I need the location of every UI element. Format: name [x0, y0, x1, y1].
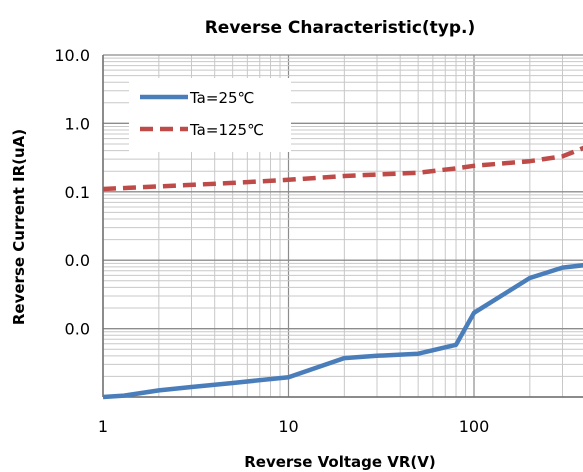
y-tick-label: 0.1 [65, 183, 90, 202]
y-tick-label: 10.0 [54, 46, 90, 65]
y-tick-label: 0.0 [65, 320, 90, 339]
series-line-2 [102, 145, 583, 192]
series-line-1 [102, 263, 583, 400]
x-tick-label: 10 [278, 417, 298, 436]
legend-box [129, 78, 291, 152]
legend: Ta=25℃ Ta=125℃ [129, 78, 291, 152]
plot-area [102, 145, 583, 400]
y-tick-label: 0.0 [65, 251, 90, 270]
x-tick-label: 100 [459, 417, 490, 436]
y-tick-label: 1.0 [65, 114, 90, 133]
tick-labels: 1 10 100 10.0 1.0 0.1 0.0 0.0 [54, 46, 489, 436]
chart-title: Reverse Characteristic(typ.) [205, 18, 476, 38]
x-axis-label: Reverse Voltage VR(V) [244, 453, 436, 471]
x-tick-label: 1 [98, 417, 108, 436]
legend-label-2: Ta=125℃ [189, 121, 264, 139]
legend-label-1: Ta=25℃ [189, 89, 254, 107]
y-axis-label: Reverse Current IR(uA) [10, 129, 28, 325]
